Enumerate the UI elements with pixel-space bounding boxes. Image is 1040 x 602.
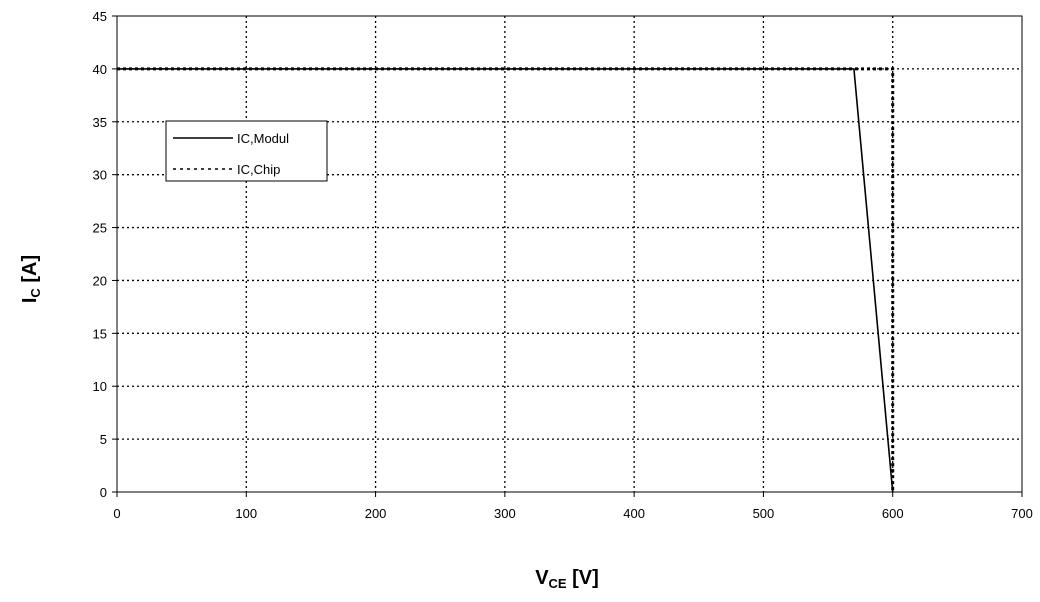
legend-label-ic-modul: IC,Modul — [237, 131, 289, 146]
x-tick-label: 100 — [235, 506, 257, 521]
y-tick-label: 10 — [93, 379, 107, 394]
y-tick-label: 30 — [93, 168, 107, 183]
y-tick-label: 5 — [100, 432, 107, 447]
x-tick-label: 0 — [113, 506, 120, 521]
legend-box — [165, 120, 328, 182]
y-tick-label: 40 — [93, 62, 107, 77]
series-line-ic-chip — [117, 67, 895, 492]
y-tick-label: 15 — [93, 326, 107, 341]
y-axis-title: IC [A] — [19, 255, 43, 303]
x-tick-label: 200 — [365, 506, 387, 521]
x-axis-title: VCE [V] — [535, 567, 599, 591]
x-tick-label: 500 — [753, 506, 775, 521]
x-tick-label: 300 — [494, 506, 516, 521]
y-tick-label: 35 — [93, 115, 107, 130]
x-tick-label: 700 — [1011, 506, 1033, 521]
y-tick-label: 0 — [100, 485, 107, 500]
legend: IC,Modul IC,Chip — [165, 120, 328, 182]
plot-area-frame — [116, 15, 1023, 493]
series-layer — [117, 67, 895, 493]
y-tick-label: 25 — [93, 221, 107, 236]
y-tick-label: 20 — [93, 273, 107, 288]
series-line-ic-modul — [117, 68, 894, 493]
y-tick-label: 45 — [93, 9, 107, 24]
x-tick-label: 600 — [882, 506, 904, 521]
legend-label-ic-chip: IC,Chip — [237, 162, 280, 177]
axis-ticks: 0 100 200 300 400 500 600 700 0 5 10 15 20 25 30 35 40 45 — [93, 9, 1033, 521]
x-tick-label: 400 — [623, 506, 645, 521]
